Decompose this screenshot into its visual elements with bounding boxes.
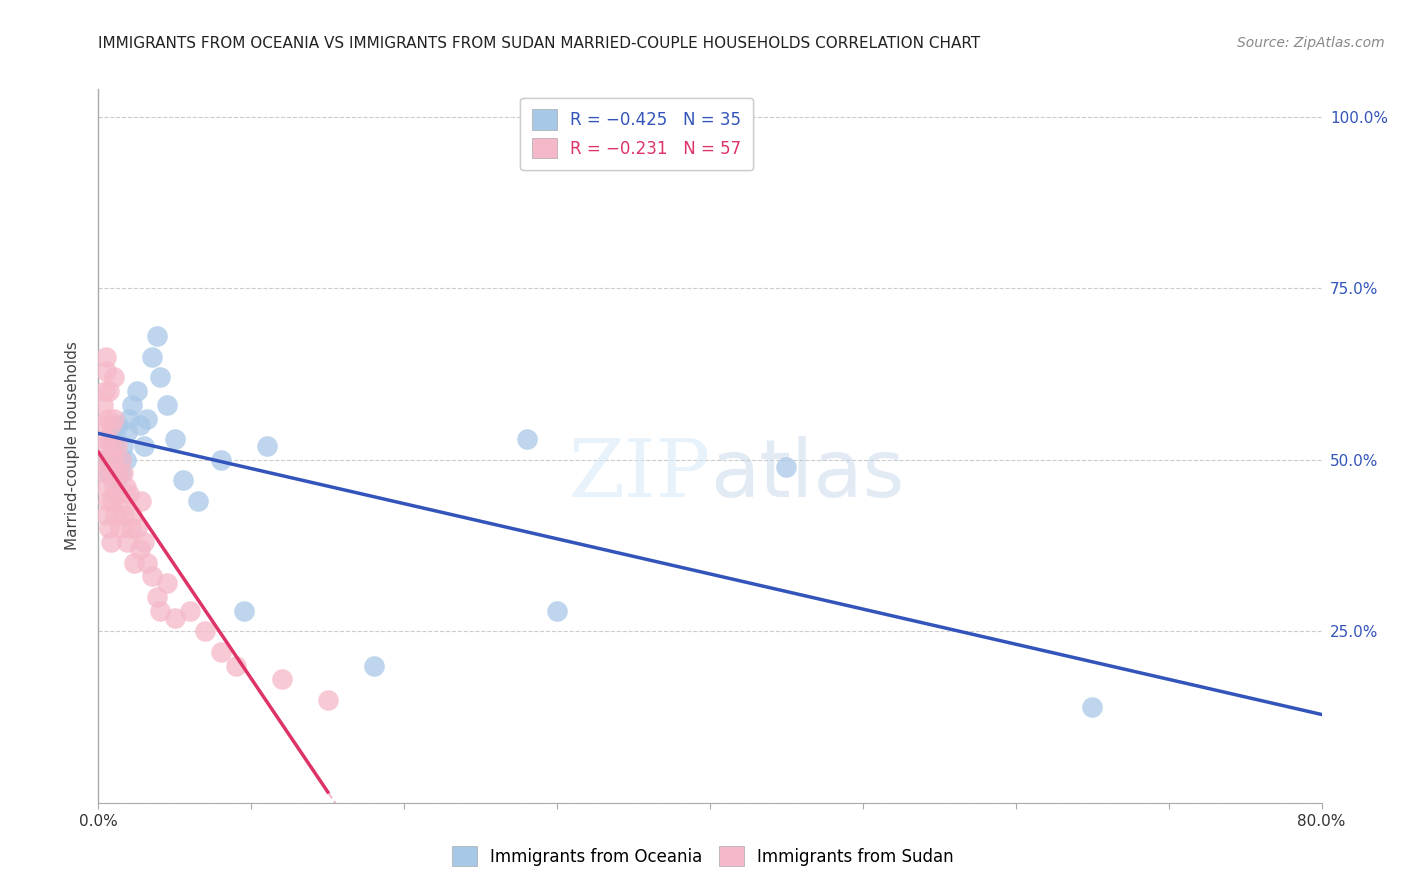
Point — [232, 604, 254, 618]
Point — [141, 350, 163, 364]
Point — [94, 452, 117, 467]
Point — [103, 452, 125, 467]
Point — [129, 494, 152, 508]
Point — [94, 467, 117, 481]
Point — [100, 418, 122, 433]
Point — [101, 446, 124, 460]
Point — [141, 569, 163, 583]
Point — [103, 439, 125, 453]
Point — [172, 473, 194, 487]
Point — [93, 439, 115, 453]
Point — [145, 329, 167, 343]
Point — [104, 508, 127, 522]
Point — [209, 645, 232, 659]
Point — [100, 467, 122, 481]
Point — [118, 411, 141, 425]
Point — [117, 425, 139, 440]
Point — [125, 521, 148, 535]
Point — [111, 467, 134, 481]
Point — [149, 604, 172, 618]
Point — [110, 494, 132, 508]
Point — [363, 658, 385, 673]
Point — [316, 693, 339, 707]
Point — [117, 535, 139, 549]
Point — [128, 541, 150, 556]
Point — [107, 467, 129, 481]
Point — [179, 604, 201, 618]
Point — [98, 467, 121, 481]
Point — [115, 452, 138, 467]
Point — [94, 350, 117, 364]
Point — [118, 487, 141, 501]
Point — [112, 508, 135, 522]
Point — [90, 452, 112, 467]
Point — [108, 452, 131, 467]
Point — [108, 521, 131, 535]
Point — [100, 432, 122, 446]
Point — [163, 432, 186, 446]
Text: IMMIGRANTS FROM OCEANIA VS IMMIGRANTS FROM SUDAN MARRIED-COUPLE HOUSEHOLDS CORRE: IMMIGRANTS FROM OCEANIA VS IMMIGRANTS FR… — [98, 36, 980, 51]
Point — [104, 425, 127, 440]
Point — [156, 398, 179, 412]
Point — [98, 521, 121, 535]
Point — [134, 535, 156, 549]
Point — [136, 556, 159, 570]
Point — [100, 535, 122, 549]
Text: Source: ZipAtlas.com: Source: ZipAtlas.com — [1237, 36, 1385, 50]
Point — [97, 411, 120, 425]
Point — [111, 439, 134, 453]
Point — [256, 439, 278, 453]
Point — [103, 459, 125, 474]
Point — [134, 439, 156, 453]
Point — [91, 398, 114, 412]
Point — [120, 521, 142, 535]
Point — [104, 467, 127, 481]
Point — [163, 610, 186, 624]
Point — [93, 384, 115, 398]
Text: atlas: atlas — [710, 435, 904, 514]
Point — [105, 473, 128, 487]
Point — [103, 411, 125, 425]
Point — [110, 467, 132, 481]
Point — [101, 494, 124, 508]
Legend: Immigrants from Oceania, Immigrants from Sudan: Immigrants from Oceania, Immigrants from… — [443, 838, 963, 875]
Point — [91, 418, 114, 433]
Point — [103, 370, 125, 384]
Point — [105, 487, 128, 501]
Point — [225, 658, 247, 673]
Point — [94, 432, 117, 446]
Point — [121, 508, 143, 522]
Point — [136, 411, 159, 425]
Point — [98, 452, 121, 467]
Point — [115, 480, 138, 494]
Point — [94, 480, 117, 494]
Point — [149, 370, 172, 384]
Point — [94, 363, 117, 377]
Y-axis label: Married-couple Households: Married-couple Households — [65, 342, 80, 550]
Point — [128, 418, 150, 433]
Point — [1081, 699, 1104, 714]
Point — [775, 459, 797, 474]
Point — [546, 604, 568, 618]
Point — [103, 480, 125, 494]
Point — [110, 452, 132, 467]
Point — [107, 418, 129, 433]
Point — [194, 624, 217, 639]
Point — [270, 673, 292, 687]
Point — [145, 590, 167, 604]
Text: ZIP: ZIP — [568, 435, 710, 514]
Point — [121, 398, 143, 412]
Legend: R = −0.425   N = 35, R = −0.231   N = 57: R = −0.425 N = 35, R = −0.231 N = 57 — [520, 97, 754, 169]
Point — [105, 439, 128, 453]
Point — [97, 494, 120, 508]
Point — [516, 432, 538, 446]
Point — [98, 384, 121, 398]
Point — [156, 576, 179, 591]
Point — [101, 439, 124, 453]
Point — [125, 384, 148, 398]
Point — [122, 556, 145, 570]
Point — [209, 452, 232, 467]
Point — [187, 494, 209, 508]
Point — [94, 508, 117, 522]
